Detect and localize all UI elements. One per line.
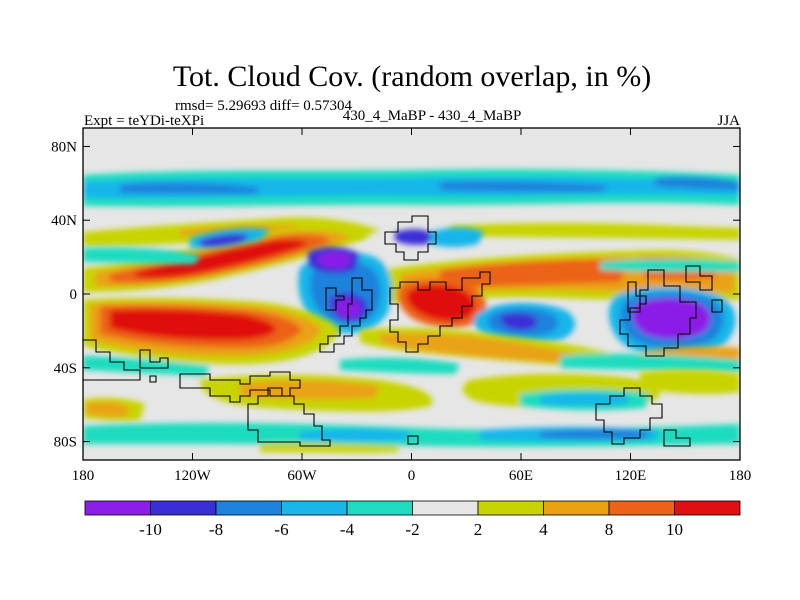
x-tick-label: 60W: [287, 468, 317, 484]
x-tick-label: 120E: [615, 468, 647, 484]
y-tick-label: 40N: [51, 213, 77, 229]
colorbar-tick-label: -10: [139, 520, 162, 539]
colorbar-swatch: [84, 500, 151, 516]
coastline-pacific-island: [149, 375, 157, 383]
coastline-antarctica-east-2: [663, 429, 691, 447]
x-tick-label: 180: [729, 468, 752, 484]
coastline-antarctica-east: [595, 387, 663, 445]
field-south-pacific-band: [83, 297, 740, 376]
coastline-africa: [389, 271, 491, 353]
colorbar-tick-label: 2: [474, 520, 483, 539]
map-plot-area: [83, 128, 740, 460]
coastline-south-america: [319, 277, 373, 353]
coastline-india: [627, 281, 647, 313]
y-tick-label: 80N: [51, 139, 77, 155]
y-tick-label: 80S: [54, 435, 77, 451]
colorbar-swatch: [543, 500, 610, 516]
coastline-antarctica: [247, 387, 331, 447]
colorbar-swatch: [150, 500, 217, 516]
coastline-west-margin-2: [139, 349, 169, 369]
comparison-label: 430_4_MaBP - 430_4_MaBP: [343, 108, 522, 124]
colorbar-swatch: [674, 500, 741, 516]
colorbar-tick-label: -8: [209, 520, 223, 539]
coastline-west-africa: [325, 287, 345, 311]
coastline-antarctica-west: [407, 435, 419, 445]
coastline-east-islands: [685, 265, 713, 291]
chart-title: Tot. Cloud Cov. (random overlap, in %): [173, 60, 651, 93]
colorbar-tick-label: 4: [539, 520, 548, 539]
stats-line: rmsd= 5.29693 diff= 0.57304: [175, 98, 353, 114]
x-axis: 180 120W 60W 0 60E 120E 180: [72, 128, 752, 484]
x-tick-label: 0: [408, 468, 416, 484]
field-north-band: [83, 169, 740, 207]
experiment-label: Expt = teYDi-teXPi: [84, 113, 204, 129]
season-label: JJA: [717, 113, 740, 129]
colorbar-swatch: [346, 500, 413, 516]
coastline-north-continent: [384, 215, 437, 261]
coastline-australia: [619, 269, 697, 357]
colorbar-tick-label: 8: [605, 520, 614, 539]
field-tropics: [83, 227, 740, 357]
colorbar-tick-label: 10: [666, 520, 683, 539]
coastline-east-islands-2: [711, 299, 723, 313]
coastline-south-mid: [179, 371, 301, 403]
x-tick-label: 120W: [174, 468, 212, 484]
colorbar: -10 -8 -6 -4 -2 2 4 8 10: [84, 500, 741, 539]
x-tick-label: 60E: [509, 468, 533, 484]
colorbar-tick-label: -6: [274, 520, 288, 539]
coastline-west-margin: [83, 339, 141, 381]
colorbar-tick-label: -4: [340, 520, 355, 539]
colorbar-tick-label: -2: [405, 520, 419, 539]
colorbar-swatch: [412, 500, 479, 516]
x-tick-label: 180: [72, 468, 95, 484]
colorbar-swatch: [215, 500, 282, 516]
y-tick-label: 40S: [54, 361, 77, 377]
y-tick-label: 0: [70, 287, 78, 303]
field-north-blue-tongue: [190, 228, 270, 249]
y-axis: 80N 40N 0 40S 80S: [51, 139, 740, 451]
continent-outlines: [83, 215, 723, 447]
field-antarctic: [83, 422, 740, 453]
colorbar-swatch: [477, 500, 544, 516]
colorbar-swatch: [281, 500, 348, 516]
field-north-pacific-band: [83, 225, 370, 292]
colorbar-swatch: [608, 500, 675, 516]
